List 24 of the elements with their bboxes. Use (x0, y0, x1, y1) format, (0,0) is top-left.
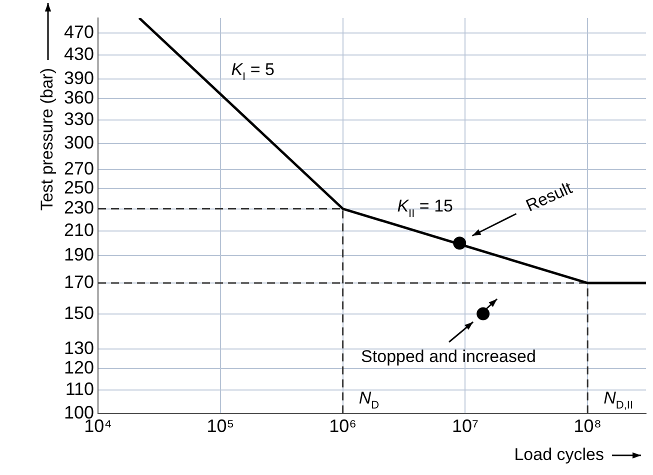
x-tick-label: 10⁶ (329, 416, 357, 436)
y-tick-label: 360 (64, 88, 94, 108)
annotation: Stopped and increased (361, 347, 536, 366)
y-tick-label: 210 (64, 220, 94, 240)
y-tick-label: 300 (64, 132, 94, 152)
y-tick-label: 230 (64, 198, 94, 218)
y-tick-label: 330 (64, 109, 94, 130)
x-axis-title: Load cycles (514, 445, 604, 464)
y-tick-label: 390 (64, 68, 94, 88)
x-tick-label: 10⁵ (206, 416, 234, 436)
y-tick-label: 170 (64, 272, 94, 292)
y-axis-title: Test pressure (bar) (38, 68, 57, 211)
y-tick-label: 470 (64, 22, 94, 42)
y-tick-label: 110 (65, 378, 94, 399)
x-tick-label: 10⁷ (452, 416, 478, 436)
y-tick-label: 430 (64, 44, 94, 64)
annotation: Result (523, 178, 576, 216)
y-tick-label: 250 (64, 177, 94, 198)
y-tick-label: 270 (64, 158, 94, 178)
y-tick-label: 150 (64, 302, 94, 323)
y-tick-label: 120 (64, 358, 94, 378)
y-tick-label: 130 (64, 338, 94, 358)
y-tick-label: 190 (64, 244, 94, 265)
x-tick-label: 10⁸ (574, 416, 602, 436)
